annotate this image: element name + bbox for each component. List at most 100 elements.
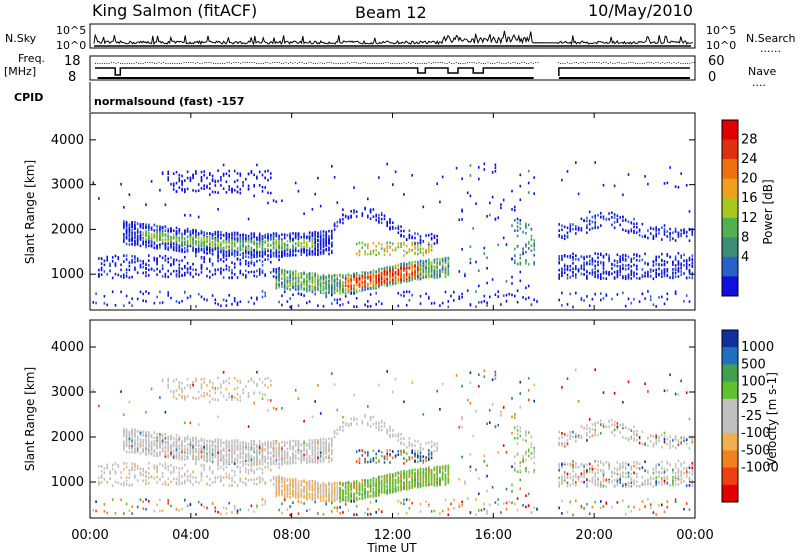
power-cell bbox=[370, 277, 372, 280]
power-cell bbox=[622, 277, 624, 280]
velocity-cell bbox=[192, 471, 194, 474]
power-cell bbox=[151, 180, 153, 183]
power-cell bbox=[350, 284, 352, 287]
nave-point bbox=[320, 62, 321, 63]
velocity-cell bbox=[142, 470, 144, 473]
power-cell bbox=[689, 239, 691, 242]
power-cell bbox=[503, 199, 505, 202]
power-cell bbox=[334, 224, 336, 227]
power-cell bbox=[448, 306, 450, 309]
velocity-cell bbox=[137, 439, 139, 442]
power-cell bbox=[625, 229, 627, 232]
power-cell bbox=[203, 187, 205, 190]
power-cell bbox=[195, 305, 197, 308]
velocity-cell bbox=[129, 509, 131, 512]
power-cell bbox=[142, 226, 144, 229]
power-cell bbox=[572, 268, 574, 271]
power-cell bbox=[561, 274, 563, 277]
power-cell bbox=[179, 301, 181, 304]
power-cell bbox=[461, 248, 463, 251]
power-cell bbox=[325, 235, 327, 238]
power-cell bbox=[653, 235, 655, 238]
power-cell bbox=[655, 256, 657, 259]
power-cell bbox=[256, 164, 258, 167]
power-cell bbox=[586, 220, 588, 223]
power-cell bbox=[594, 217, 596, 220]
power-cell bbox=[683, 260, 685, 263]
power-cell bbox=[140, 245, 142, 248]
beam-title: Beam 12 bbox=[355, 3, 427, 22]
power-cell bbox=[184, 265, 186, 268]
power-cell bbox=[528, 182, 530, 185]
power-cell bbox=[276, 276, 278, 279]
power-cell bbox=[345, 283, 347, 286]
power-cell bbox=[201, 243, 203, 246]
power-cell bbox=[500, 203, 502, 206]
power-cell bbox=[392, 243, 394, 246]
power-cell bbox=[131, 276, 133, 279]
power-cell bbox=[170, 183, 172, 186]
power-cell bbox=[594, 267, 596, 270]
velocity-cell bbox=[129, 432, 131, 435]
power-cell bbox=[140, 266, 142, 269]
power-cell bbox=[692, 254, 694, 257]
power-cell bbox=[642, 268, 644, 271]
power-cell bbox=[278, 259, 280, 262]
power-cell bbox=[212, 294, 214, 297]
power-cell bbox=[636, 226, 638, 229]
power-cell bbox=[312, 279, 314, 282]
power-cell bbox=[533, 261, 535, 264]
velocity-cell bbox=[179, 471, 181, 474]
power-cell bbox=[312, 235, 314, 238]
power-cell bbox=[647, 275, 649, 278]
power-cell bbox=[248, 185, 250, 188]
power-cell bbox=[259, 235, 261, 238]
nsky-trace bbox=[94, 31, 693, 46]
power-cell bbox=[570, 255, 572, 258]
power-cell bbox=[179, 249, 181, 252]
velocity-cell bbox=[181, 440, 183, 443]
power-cell bbox=[101, 262, 103, 265]
power-cell bbox=[683, 272, 685, 275]
power-cell bbox=[517, 218, 519, 221]
nave-point bbox=[506, 63, 507, 64]
power-cell bbox=[664, 268, 666, 271]
power-cell bbox=[220, 176, 222, 179]
power-cell bbox=[497, 244, 499, 247]
power-cell bbox=[669, 228, 671, 231]
velocity-cell bbox=[145, 431, 147, 434]
power-cell bbox=[240, 259, 242, 262]
power-cell bbox=[517, 301, 519, 304]
nave-point bbox=[229, 62, 230, 63]
power-cell bbox=[137, 228, 139, 231]
velocity-cell bbox=[95, 510, 97, 513]
nave-point bbox=[315, 63, 316, 64]
power-cell bbox=[295, 243, 297, 246]
power-cell bbox=[606, 271, 608, 274]
nave-point bbox=[458, 63, 459, 64]
nave-point bbox=[528, 63, 529, 64]
power-cell bbox=[431, 233, 433, 236]
velocity-cell bbox=[192, 476, 194, 479]
power-cell bbox=[367, 198, 369, 201]
velocity-cell bbox=[137, 442, 139, 445]
power-cell bbox=[378, 285, 380, 288]
power-cell bbox=[362, 214, 364, 217]
power-cell bbox=[395, 171, 397, 174]
power-cell bbox=[667, 298, 669, 301]
power-cell bbox=[658, 228, 660, 231]
velocity-cell bbox=[159, 451, 161, 454]
nave-point bbox=[535, 62, 536, 63]
power-cell bbox=[187, 236, 189, 239]
nave-point bbox=[456, 62, 457, 63]
power-cell bbox=[445, 259, 447, 262]
freq-tick-bottom: 8 bbox=[68, 70, 76, 85]
power-cell bbox=[292, 272, 294, 275]
power-cell bbox=[253, 254, 255, 257]
power-cell bbox=[287, 300, 289, 303]
velocity-cell bbox=[123, 462, 125, 465]
nave-point bbox=[395, 63, 396, 64]
power-cell bbox=[170, 244, 172, 247]
velocity-cell bbox=[173, 445, 175, 448]
power-cell bbox=[201, 187, 203, 190]
